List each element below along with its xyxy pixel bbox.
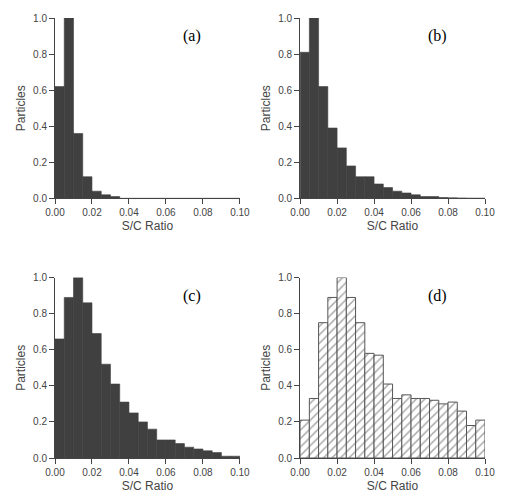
svg-text:0.4: 0.4: [278, 380, 292, 391]
svg-text:1.0: 1.0: [33, 272, 47, 283]
svg-text:0.8: 0.8: [33, 308, 47, 319]
svg-text:0.08: 0.08: [438, 207, 458, 218]
svg-text:0.02: 0.02: [327, 207, 347, 218]
svg-text:0.06: 0.06: [401, 207, 421, 218]
svg-text:S/C Ratio: S/C Ratio: [367, 219, 419, 233]
svg-text:0.00: 0.00: [45, 467, 65, 478]
svg-text:0.8: 0.8: [278, 308, 292, 319]
svg-text:0.08: 0.08: [438, 467, 458, 478]
svg-text:0.6: 0.6: [278, 85, 292, 96]
svg-text:0.10: 0.10: [230, 207, 250, 218]
svg-text:1.0: 1.0: [278, 272, 292, 283]
svg-text:0.10: 0.10: [475, 467, 495, 478]
svg-text:0.06: 0.06: [156, 467, 176, 478]
svg-text:0.2: 0.2: [278, 157, 292, 168]
svg-text:(c): (c): [183, 287, 201, 305]
svg-text:S/C Ratio: S/C Ratio: [367, 479, 419, 493]
svg-text:Particles: Particles: [259, 85, 273, 131]
svg-text:0.2: 0.2: [278, 416, 292, 427]
svg-text:0.2: 0.2: [33, 416, 47, 427]
svg-text:0.10: 0.10: [230, 467, 250, 478]
svg-text:1.0: 1.0: [278, 13, 292, 24]
svg-text:0.4: 0.4: [278, 121, 292, 132]
svg-text:0.0: 0.0: [278, 193, 292, 204]
svg-text:0.00: 0.00: [290, 207, 310, 218]
svg-text:0.6: 0.6: [33, 85, 47, 96]
svg-text:0.00: 0.00: [45, 207, 65, 218]
svg-text:0.0: 0.0: [33, 453, 47, 464]
svg-text:0.4: 0.4: [33, 121, 47, 132]
svg-text:0.0: 0.0: [33, 193, 47, 204]
svg-text:S/C Ratio: S/C Ratio: [122, 479, 174, 493]
svg-text:Particles: Particles: [14, 85, 28, 131]
svg-text:0.02: 0.02: [327, 467, 347, 478]
svg-text:0.6: 0.6: [278, 344, 292, 355]
svg-text:0.06: 0.06: [156, 207, 176, 218]
svg-text:(a): (a): [183, 27, 201, 45]
svg-text:0.04: 0.04: [119, 467, 139, 478]
svg-text:0.10: 0.10: [475, 207, 495, 218]
svg-text:(b): (b): [428, 27, 447, 45]
svg-text:0.08: 0.08: [193, 467, 213, 478]
svg-text:0.02: 0.02: [82, 207, 102, 218]
svg-text:0.2: 0.2: [33, 157, 47, 168]
svg-text:0.00: 0.00: [290, 467, 310, 478]
svg-text:0.02: 0.02: [82, 467, 102, 478]
svg-text:0.8: 0.8: [33, 49, 47, 60]
svg-text:0.0: 0.0: [278, 453, 292, 464]
svg-text:0.4: 0.4: [33, 380, 47, 391]
svg-text:Particles: Particles: [14, 345, 28, 391]
svg-text:0.8: 0.8: [278, 49, 292, 60]
svg-text:(d): (d): [428, 287, 447, 305]
svg-text:0.08: 0.08: [193, 207, 213, 218]
svg-text:S/C Ratio: S/C Ratio: [122, 219, 174, 233]
svg-text:0.04: 0.04: [119, 207, 139, 218]
svg-text:0.04: 0.04: [364, 207, 384, 218]
svg-text:0.6: 0.6: [33, 344, 47, 355]
svg-text:0.06: 0.06: [401, 467, 421, 478]
svg-text:0.04: 0.04: [364, 467, 384, 478]
svg-text:1.0: 1.0: [33, 13, 47, 24]
svg-text:Particles: Particles: [259, 345, 273, 391]
